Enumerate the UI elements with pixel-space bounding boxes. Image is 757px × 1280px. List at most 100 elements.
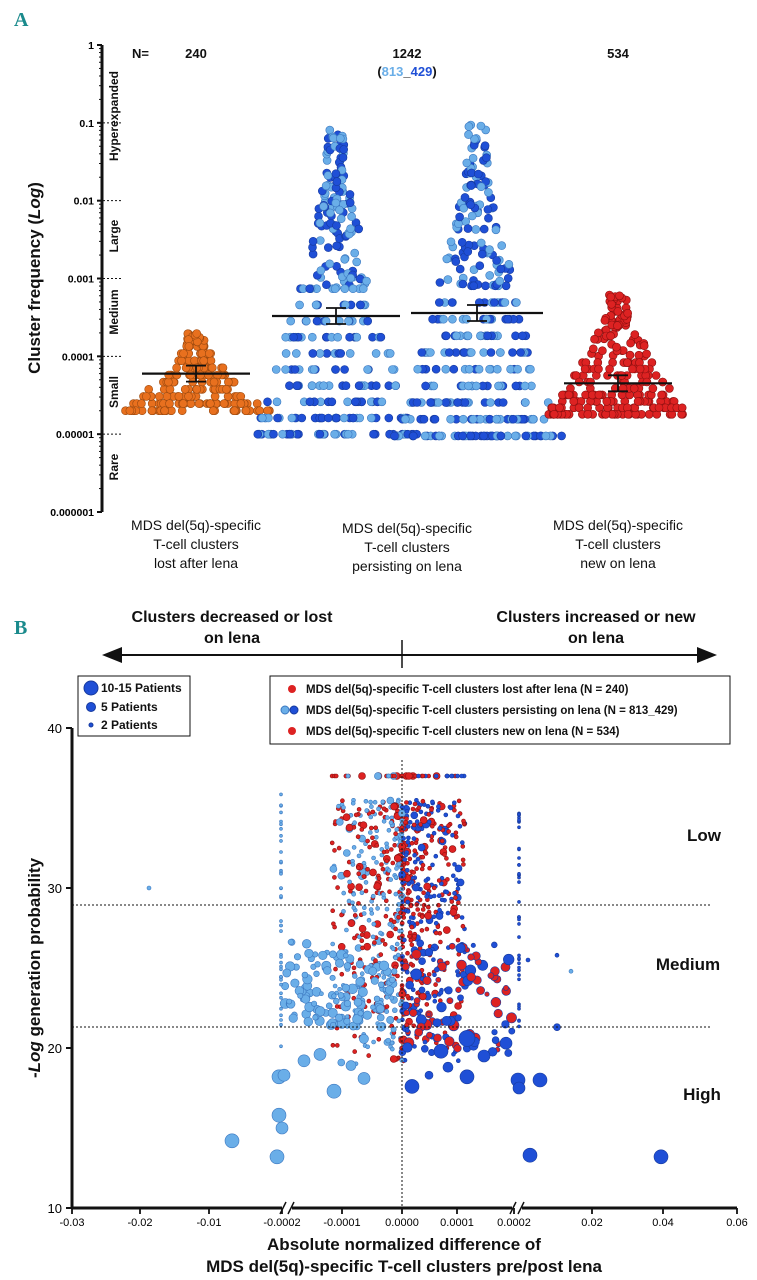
b-data-point	[418, 809, 424, 815]
size-legend-small-label: 2 Patients	[101, 718, 158, 732]
a-data-point	[147, 399, 157, 408]
b-data-point	[385, 1037, 391, 1044]
b-data-point	[436, 878, 442, 883]
b-data-point	[450, 832, 455, 838]
b-data-point	[388, 847, 394, 852]
b-data-point	[330, 908, 336, 914]
a-data-point	[324, 413, 333, 423]
b-data-point	[381, 818, 387, 824]
b-data-point	[459, 840, 465, 845]
b-data-point	[407, 930, 413, 936]
b-y-tick-label: 40	[48, 721, 62, 736]
b-data-point	[404, 1079, 420, 1094]
b-data-point	[446, 997, 454, 1005]
b-x-tick-label: 0.02	[581, 1217, 602, 1229]
a-data-point	[331, 413, 341, 423]
a-data-point	[441, 331, 451, 341]
a-data-point	[460, 398, 470, 407]
b-data-point	[366, 1053, 372, 1058]
a-data-point	[348, 413, 358, 423]
b-data-point	[522, 1147, 538, 1163]
group-label-lost-line3: lost after lena	[154, 555, 238, 571]
b-data-point	[353, 997, 363, 1007]
a-data-point	[177, 356, 186, 366]
b-data-point	[384, 815, 390, 820]
a-data-point	[593, 328, 603, 338]
a-data-point	[344, 316, 353, 326]
b-data-point	[355, 834, 361, 840]
a-data-point	[470, 134, 479, 144]
b-data-point	[423, 878, 429, 883]
b-data-point	[343, 962, 352, 970]
panel-a-data-points	[121, 120, 687, 441]
a-data-point	[435, 278, 445, 287]
b-data-point	[386, 930, 395, 939]
b-data-point	[436, 804, 441, 809]
b-data-point	[373, 958, 378, 963]
a-data-point	[289, 332, 298, 342]
b-data-point	[404, 969, 410, 975]
b-data-point	[455, 1058, 461, 1063]
a-data-point	[497, 241, 507, 250]
b-data-point	[439, 838, 445, 844]
b-data-point	[391, 919, 397, 925]
b-data-point	[378, 930, 383, 936]
a-data-point	[628, 364, 637, 374]
a-data-point	[528, 414, 538, 424]
a-data-point	[476, 121, 486, 131]
b-x-tick-label: 0.0002	[497, 1217, 531, 1229]
a-data-point	[489, 298, 499, 307]
b-x-tick-label: -0.0002	[263, 1217, 300, 1229]
b-data-point	[476, 986, 485, 995]
b-data-point	[303, 1017, 313, 1027]
b-data-point	[279, 886, 283, 890]
b-data-point	[301, 994, 311, 1004]
a-data-point	[518, 331, 527, 341]
b-data-point	[351, 891, 357, 897]
a-data-point	[350, 397, 360, 407]
b-data-point	[339, 971, 345, 977]
b-data-point	[368, 799, 373, 805]
b-data-point	[424, 926, 430, 932]
a-data-point	[348, 284, 358, 294]
a-data-point	[439, 314, 448, 324]
b-data-point	[387, 921, 393, 927]
a-data-point	[521, 431, 531, 441]
panel-b-y-label: -Log generation probability	[25, 857, 44, 1078]
b-data-point	[423, 882, 432, 891]
a-data-point	[345, 349, 355, 358]
b-data-point	[426, 812, 432, 817]
b-data-point	[330, 1043, 336, 1048]
b-data-point	[517, 961, 521, 966]
b-data-point	[499, 1036, 513, 1050]
a-data-point	[230, 406, 239, 416]
a-data-point	[557, 431, 566, 441]
a-data-point	[476, 182, 486, 191]
b-data-point	[363, 798, 369, 804]
a-data-point	[281, 365, 290, 374]
a-data-point	[257, 413, 267, 423]
b-data-point	[410, 811, 419, 820]
b-data-point	[302, 939, 312, 949]
panel-b-letter: B	[14, 617, 27, 639]
group-label-persist-line1: MDS del(5q)-specific	[342, 520, 472, 536]
b-data-point	[419, 914, 425, 920]
b-data-point	[279, 803, 283, 808]
b-data-point	[430, 862, 435, 868]
a-data-point	[428, 314, 437, 324]
group-label-new: MDS del(5q)-specific T-cell clusters new…	[553, 517, 683, 571]
b-data-point	[433, 853, 439, 859]
a-data-point	[635, 364, 645, 374]
b-data-point	[335, 958, 344, 968]
b-data-point	[333, 773, 339, 779]
a-data-point	[654, 403, 664, 413]
b-data-point	[402, 1042, 413, 1053]
group-label-persist-line3: persisting on lena	[352, 558, 462, 574]
b-data-point	[329, 974, 336, 981]
b-data-point	[372, 940, 377, 945]
b-data-point	[380, 866, 386, 872]
a-data-point	[430, 414, 440, 424]
b-data-point	[414, 1027, 424, 1037]
b-data-point	[429, 823, 435, 829]
b-data-point	[365, 838, 370, 844]
